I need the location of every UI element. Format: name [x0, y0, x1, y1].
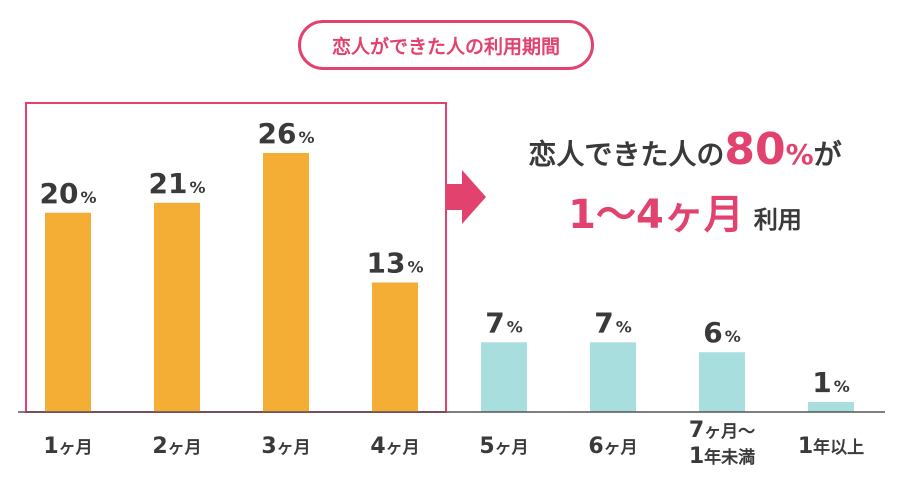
bar-value-label-5: 7%: [485, 306, 523, 339]
bar-2: [154, 202, 200, 412]
bar-value-label-8: 1%: [812, 366, 850, 399]
x-tick-label-3: 3ヶ月: [261, 434, 310, 459]
bar-value-label-3: 26%: [258, 117, 315, 150]
bar-3: [263, 153, 309, 412]
callout-range: 1〜4ヶ月: [568, 192, 744, 238]
x-tick-label-1: 1ヶ月: [43, 434, 92, 459]
chart-title: 恋人ができた人の利用期間: [298, 20, 594, 70]
x-tick-label-4: 4ヶ月: [370, 434, 419, 459]
bar-value-label-1: 20%: [40, 177, 97, 210]
bar-value-label-4: 13%: [367, 247, 424, 280]
bar-5: [481, 342, 527, 412]
bar-1: [45, 212, 91, 412]
bar-4: [372, 282, 418, 412]
bar-value-label-2: 21%: [149, 167, 206, 200]
x-tick-label-5: 5ヶ月: [479, 434, 528, 459]
right-arrow-icon: [446, 170, 486, 224]
x-tick-label-6: 6ヶ月: [588, 434, 637, 459]
bar-value-label-6: 7%: [594, 306, 632, 339]
bar-value-label-7: 6%: [703, 316, 741, 349]
callout-prefix: 恋人できた人の: [528, 138, 725, 171]
summary-callout: 恋人できた人の80%が 1〜4ヶ月 利用: [470, 120, 900, 250]
bar-8: [808, 402, 854, 412]
callout-highlight-value: 80: [724, 124, 786, 175]
x-tick-label-8: 1年以上: [798, 434, 864, 459]
bar-7: [699, 352, 745, 412]
callout-line-2: 1〜4ヶ月 利用: [470, 185, 900, 250]
x-tick-label-2: 2ヶ月: [152, 434, 201, 459]
x-tick-label-7: 7ヶ月〜 1年未満: [689, 418, 755, 469]
callout-highlight-unit: %: [785, 138, 814, 171]
bar-6: [590, 342, 636, 412]
callout-usage: 利用: [753, 206, 802, 234]
callout-suffix: が: [813, 138, 842, 171]
callout-line-1: 恋人できた人の80%が: [470, 120, 900, 185]
